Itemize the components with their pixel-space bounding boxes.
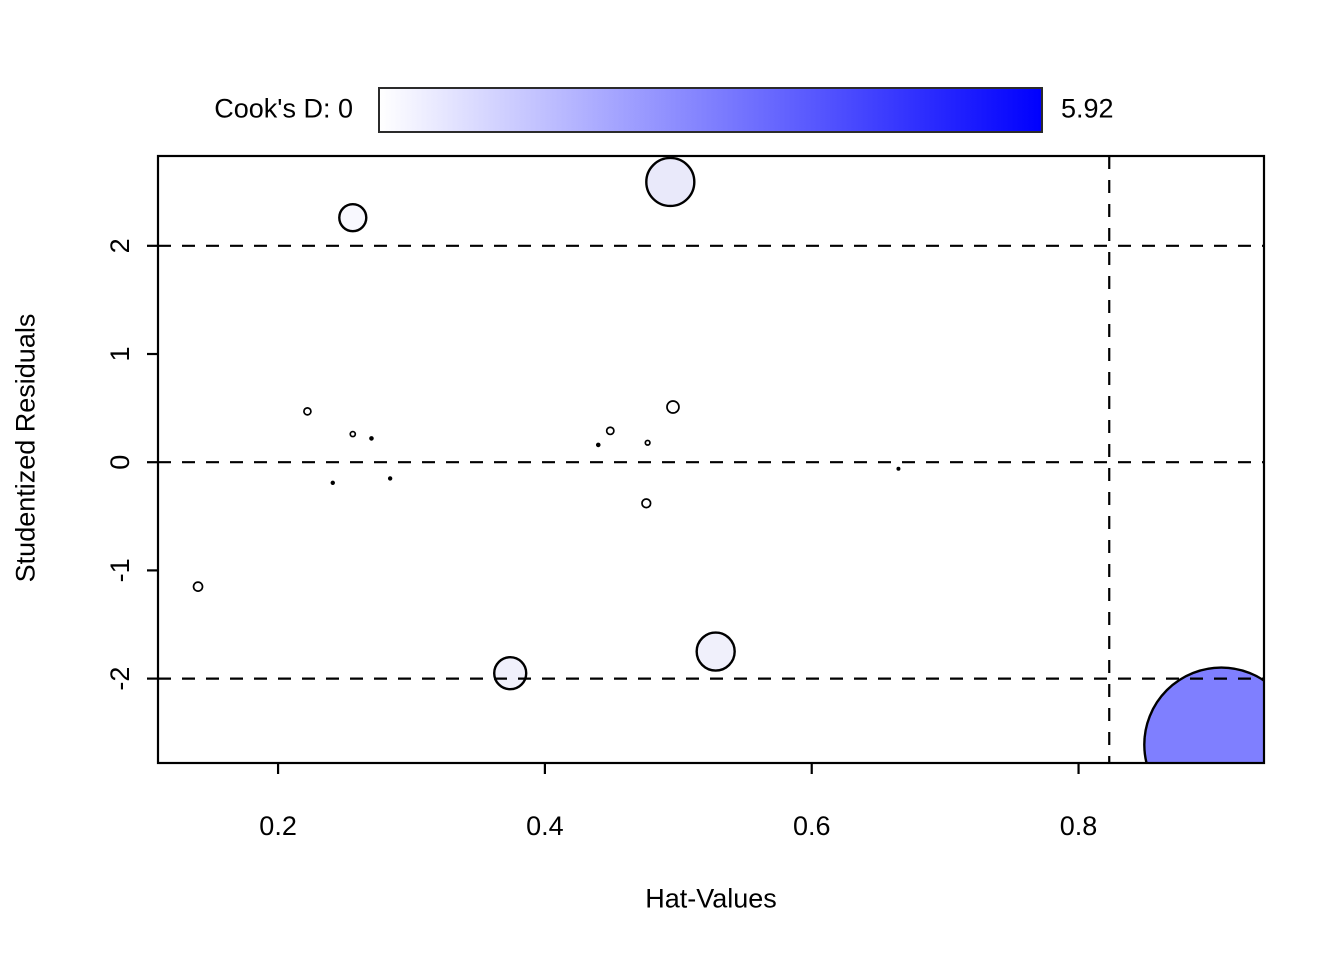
legend-min-label: Cook's D: 0 <box>214 93 353 124</box>
data-point-circle <box>387 476 393 481</box>
data-point-circle <box>349 430 357 438</box>
data-point-circle <box>645 156 696 208</box>
y-axis-title: Studentized Residuals <box>10 313 41 583</box>
data-point-circle <box>695 631 736 672</box>
y-tick-label: 1 <box>105 346 135 361</box>
data-point-circle <box>605 426 615 436</box>
data-point-circle <box>644 439 651 446</box>
cooks-d-color-legend: Cook's D: 0 5.92 <box>0 0 1344 160</box>
y-tick-label: -1 <box>105 558 135 582</box>
x-tick-label: 0.6 <box>793 811 831 841</box>
data-point-circle <box>303 407 312 416</box>
x-axis-title: Hat-Values <box>645 883 777 914</box>
x-tick-label: 0.4 <box>526 811 564 841</box>
x-tick-label: 0.2 <box>259 811 297 841</box>
y-tick-label: 0 <box>105 455 135 470</box>
x-tick-label: 0.8 <box>1060 811 1098 841</box>
data-point-circle <box>666 400 680 414</box>
data-point-circle <box>641 498 652 509</box>
data-point-circle <box>896 466 901 471</box>
legend-max-label: 5.92 <box>1061 93 1114 124</box>
plot-border <box>156 154 1266 765</box>
y-tick-label: -2 <box>105 667 135 691</box>
cooks-d-gradient-bar <box>378 87 1043 133</box>
data-point-circle <box>330 480 335 485</box>
data-point-circle <box>338 202 368 233</box>
data-point-circle <box>1143 666 1264 763</box>
data-point-circle <box>192 581 204 592</box>
data-point-circle <box>369 436 374 441</box>
y-tick-label: 2 <box>105 238 135 253</box>
data-points <box>192 156 1264 763</box>
data-point-circle <box>493 655 528 691</box>
data-point-circle <box>595 442 601 448</box>
